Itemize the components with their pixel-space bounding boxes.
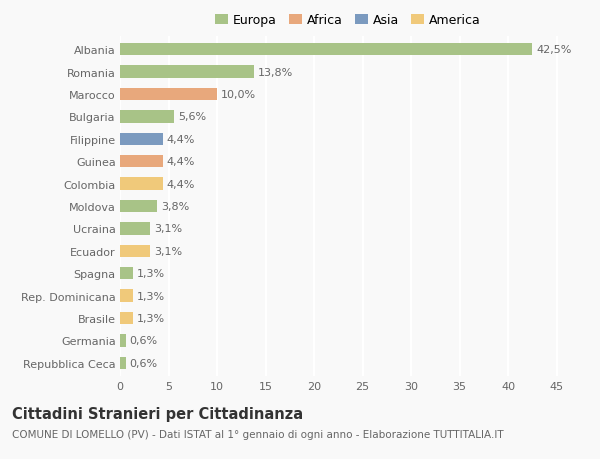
Bar (120, 357, 126, 369)
Bar (120, 178, 163, 190)
Bar (120, 44, 532, 56)
Text: 0,6%: 0,6% (130, 358, 158, 368)
Text: 4,4%: 4,4% (167, 157, 195, 167)
Bar (120, 67, 254, 78)
Text: 3,1%: 3,1% (154, 224, 182, 234)
Text: Cittadini Stranieri per Cittadinanza: Cittadini Stranieri per Cittadinanza (12, 406, 303, 421)
Text: 10,0%: 10,0% (221, 90, 256, 100)
Text: 4,4%: 4,4% (167, 179, 195, 189)
Bar (120, 89, 217, 101)
Bar (120, 111, 175, 123)
Bar (120, 312, 133, 325)
Text: 4,4%: 4,4% (167, 134, 195, 145)
Bar (120, 156, 163, 168)
Text: 1,3%: 1,3% (136, 291, 164, 301)
Text: 13,8%: 13,8% (258, 67, 293, 78)
Bar (120, 335, 126, 347)
Bar (120, 290, 133, 302)
Text: 1,3%: 1,3% (136, 269, 164, 279)
Text: 3,1%: 3,1% (154, 246, 182, 256)
Bar (120, 245, 150, 257)
Text: 42,5%: 42,5% (536, 45, 572, 55)
Text: 5,6%: 5,6% (178, 112, 206, 122)
Text: 1,3%: 1,3% (136, 313, 164, 323)
Bar (120, 201, 157, 213)
Text: COMUNE DI LOMELLO (PV) - Dati ISTAT al 1° gennaio di ogni anno - Elaborazione TU: COMUNE DI LOMELLO (PV) - Dati ISTAT al 1… (12, 429, 503, 439)
Bar (120, 223, 150, 235)
Bar (120, 134, 163, 146)
Text: 3,8%: 3,8% (161, 202, 189, 212)
Legend: Europa, Africa, Asia, America: Europa, Africa, Asia, America (215, 14, 481, 27)
Text: 0,6%: 0,6% (130, 336, 158, 346)
Bar (120, 268, 133, 280)
